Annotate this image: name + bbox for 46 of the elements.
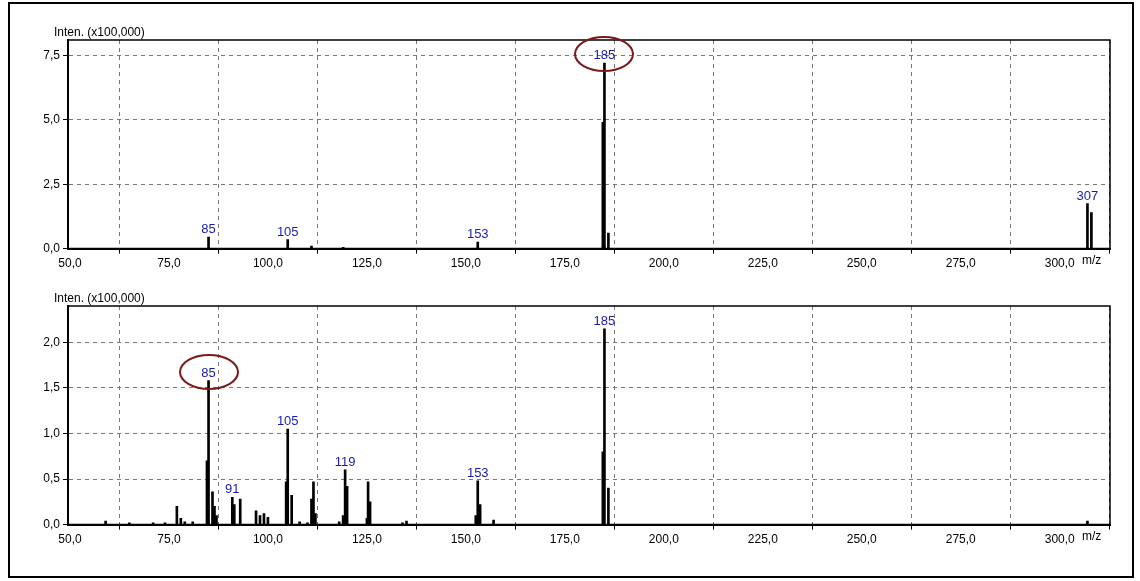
y-tick-label: 1,0 bbox=[43, 425, 61, 440]
annotation: 119 bbox=[334, 454, 356, 470]
y-tick-label: 0,0 bbox=[43, 516, 61, 531]
x-tick-label: 175,0 bbox=[549, 532, 581, 547]
x-tick-label: 200,0 bbox=[648, 256, 680, 271]
x-tick-label: 125,0 bbox=[351, 256, 383, 271]
annotation: 153 bbox=[466, 464, 489, 480]
annotation: 105 bbox=[276, 413, 299, 429]
y-tick-label: 2,0 bbox=[43, 334, 61, 349]
x-tick-label: 275,0 bbox=[945, 256, 977, 271]
annotation: 153 bbox=[466, 226, 489, 242]
y-axis-title: Inten. (x100,000) bbox=[54, 25, 145, 40]
x-tick-label: 100,0 bbox=[252, 256, 284, 271]
x-tick-label: 75,0 bbox=[157, 532, 181, 547]
x-axis-title: m/z bbox=[1082, 528, 1102, 543]
y-tick-label: 2,5 bbox=[43, 176, 61, 191]
x-tick-label: 125,0 bbox=[351, 532, 383, 547]
x-axis-title: m/z bbox=[1082, 252, 1102, 267]
y-tick-label: 5,0 bbox=[43, 112, 61, 127]
x-tick-label: 225,0 bbox=[747, 532, 779, 547]
x-tick-label: 175,0 bbox=[549, 256, 581, 271]
annotation: 105 bbox=[276, 223, 299, 239]
x-tick-label: 200,0 bbox=[648, 532, 680, 547]
x-tick-label: 300,0 bbox=[1044, 532, 1076, 547]
x-tick-label: 300,0 bbox=[1044, 256, 1076, 271]
annotation: 307 bbox=[1076, 187, 1099, 203]
y-tick-label: 0,5 bbox=[43, 471, 61, 486]
x-tick-label: 50,0 bbox=[58, 256, 82, 271]
annotation: 185 bbox=[593, 312, 616, 328]
annotation: 85 bbox=[201, 221, 216, 237]
x-tick-label: 250,0 bbox=[846, 256, 878, 271]
x-tick-label: 150,0 bbox=[450, 256, 482, 271]
y-tick-label: 0,0 bbox=[43, 240, 61, 255]
x-tick-label: 275,0 bbox=[945, 532, 977, 547]
y-axis-title: Inten. (x100,000) bbox=[54, 291, 145, 306]
y-tick-label: 1,5 bbox=[43, 380, 61, 395]
annotation: 185 bbox=[593, 47, 616, 63]
x-tick-label: 50,0 bbox=[58, 532, 82, 547]
x-tick-label: 100,0 bbox=[252, 532, 284, 547]
x-tick-label: 225,0 bbox=[747, 256, 779, 271]
x-tick-label: 250,0 bbox=[846, 532, 878, 547]
x-tick-label: 150,0 bbox=[450, 532, 482, 547]
y-tick-label: 7,5 bbox=[43, 47, 61, 62]
annotation: 85 bbox=[201, 364, 216, 380]
annotation: 91 bbox=[225, 481, 240, 497]
x-tick-label: 75,0 bbox=[157, 256, 181, 271]
